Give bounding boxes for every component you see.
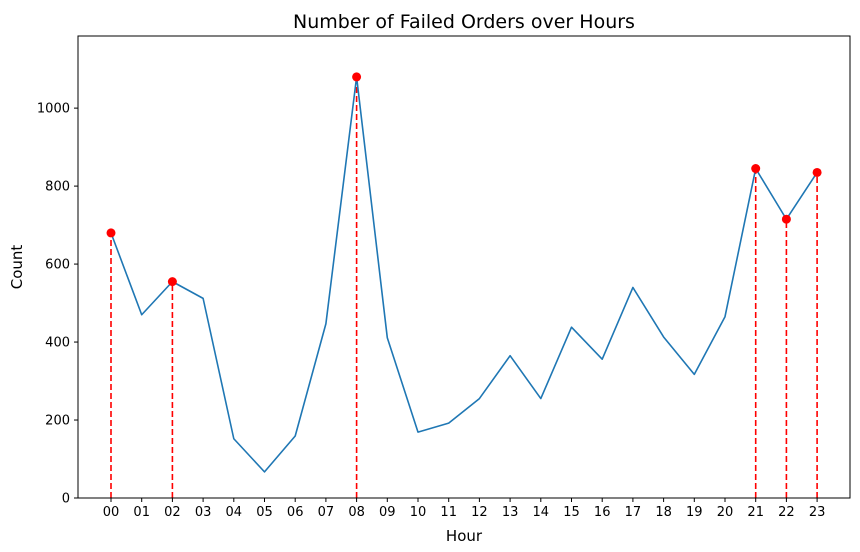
x-tick-label-04: 04	[226, 505, 243, 520]
y-tick-label-400: 400	[45, 336, 70, 351]
x-tick-label-12: 12	[471, 505, 488, 520]
highlight-point-21	[751, 164, 761, 174]
y-tick-label-1000: 1000	[37, 102, 70, 117]
x-tick-label-09: 09	[379, 505, 396, 520]
x-tick-label-03: 03	[195, 505, 212, 520]
highlight-point-23	[812, 167, 822, 177]
axes: 00 01 02 03 04 05 06 07 08 09 10 11 12 13 14 15 16 17 18 19…	[37, 35, 851, 520]
x-tick-label-17: 17	[625, 505, 642, 520]
y-tick-label-0: 0	[62, 492, 70, 507]
x-axis-label: Hour	[446, 527, 483, 545]
highlight-point-00	[106, 228, 116, 238]
series-line	[110, 76, 818, 473]
x-tick-label-07: 07	[318, 505, 335, 520]
x-tick-label-11: 11	[440, 505, 457, 520]
x-tick-label-15: 15	[563, 505, 580, 520]
x-tick-label-23: 23	[809, 505, 826, 520]
x-tick-label-00: 00	[103, 505, 120, 520]
x-tick-label-13: 13	[502, 505, 519, 520]
x-tick-label-08: 08	[348, 505, 365, 520]
x-tick-label-21: 21	[747, 505, 764, 520]
x-tick-label-10: 10	[410, 505, 427, 520]
highlight-point-08	[352, 72, 362, 82]
highlight-point-02	[167, 277, 177, 287]
x-tick-label-19: 19	[686, 505, 703, 520]
chart-title: Number of Failed Orders over Hours	[293, 11, 635, 33]
y-tick-label-600: 600	[45, 258, 70, 273]
x-tick-label-02: 02	[164, 505, 181, 520]
x-tick-label-01: 01	[133, 505, 150, 520]
plot-frame	[77, 35, 851, 499]
y-tick-label-200: 200	[45, 414, 70, 429]
x-tick-label-20: 20	[717, 505, 734, 520]
x-tick-label-18: 18	[655, 505, 672, 520]
x-tick-label-05: 05	[256, 505, 273, 520]
x-tick-label-16: 16	[594, 505, 611, 520]
x-tick-label-06: 06	[287, 505, 304, 520]
highlight-point-22	[781, 214, 791, 224]
x-tick-label-22: 22	[778, 505, 795, 520]
y-tick-label-800: 800	[45, 180, 70, 195]
plot-area	[106, 72, 822, 498]
y-axis-label: Count	[8, 245, 26, 290]
x-tick-label-14: 14	[533, 505, 550, 520]
